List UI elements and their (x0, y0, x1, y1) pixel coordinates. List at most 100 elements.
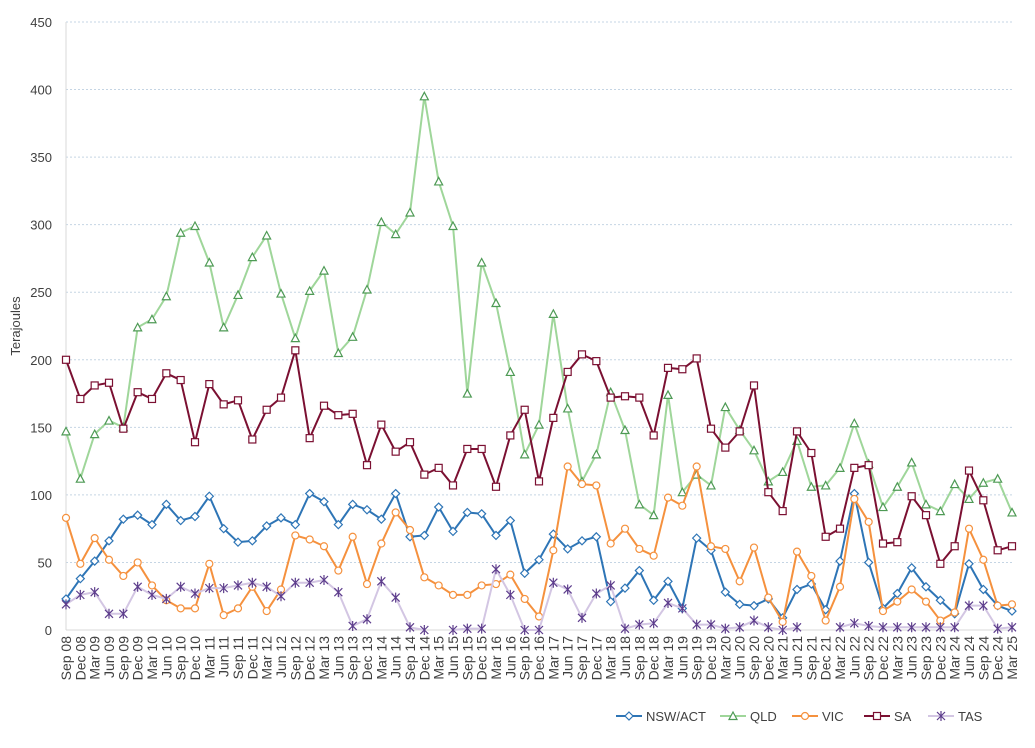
data-point (635, 544, 644, 554)
x-tick-label: Sep 18 (631, 636, 647, 681)
data-point (76, 559, 85, 568)
x-tick-label: Dec 14 (416, 636, 432, 681)
x-tick-label: Mar 13 (316, 636, 332, 680)
y-tick-label: 450 (30, 15, 52, 30)
data-point (936, 559, 945, 568)
data-point (147, 313, 157, 324)
data-point (491, 297, 501, 308)
data-point (348, 532, 357, 541)
data-point (90, 534, 99, 543)
data-point (849, 418, 860, 428)
data-point (893, 538, 902, 547)
data-point (362, 614, 372, 625)
data-point (104, 555, 114, 564)
data-point (978, 600, 988, 611)
data-point (333, 587, 343, 598)
data-point (161, 291, 172, 301)
data-point (907, 492, 916, 501)
x-tick-label: Dec 19 (703, 636, 719, 681)
data-point (262, 606, 271, 616)
data-point (863, 557, 874, 568)
data-point (505, 366, 516, 377)
data-point (592, 481, 601, 490)
data-point (377, 420, 386, 429)
data-point (563, 462, 572, 471)
x-tick-label: Sep 10 (173, 636, 189, 681)
data-point (562, 544, 573, 554)
x-tick-label: Jun 09 (101, 636, 117, 678)
data-point (979, 555, 988, 564)
data-point (620, 524, 630, 533)
x-tick-label: Mar 20 (717, 636, 733, 680)
data-point (391, 592, 401, 603)
data-point (620, 623, 630, 634)
data-point (276, 288, 286, 298)
data-point (190, 604, 200, 613)
x-tick-label: Jun 19 (674, 636, 690, 678)
data-point (205, 379, 214, 389)
data-point (764, 488, 773, 497)
data-point (777, 466, 788, 477)
data-point (405, 207, 415, 217)
data-point (577, 479, 587, 489)
data-point (563, 367, 572, 377)
data-point (821, 616, 830, 625)
data-point (290, 519, 301, 530)
data-point (1007, 606, 1017, 616)
data-point (706, 619, 716, 630)
data-point (190, 220, 200, 231)
x-tick-label: Jun 10 (158, 636, 174, 678)
data-point (620, 424, 630, 435)
data-point (262, 405, 271, 414)
x-tick-label: Jun 11 (216, 636, 232, 677)
x-tick-label: Dec 22 (875, 636, 891, 681)
data-point (420, 470, 429, 479)
data-point (749, 381, 759, 390)
legend-label: TAS (958, 709, 983, 724)
data-point (262, 581, 272, 592)
data-point (75, 573, 86, 584)
data-point (390, 488, 401, 499)
data-point (76, 394, 85, 404)
data-point (433, 176, 444, 186)
y-tick-label: 350 (30, 150, 52, 165)
data-point (549, 413, 558, 422)
data-point (720, 401, 731, 412)
data-point (749, 600, 759, 611)
data-point (563, 584, 573, 595)
data-point (1007, 622, 1017, 633)
data-point (147, 394, 157, 404)
data-point (835, 462, 845, 472)
data-point (893, 597, 902, 606)
data-point (606, 580, 616, 591)
data-point (692, 354, 701, 363)
data-point (420, 573, 429, 582)
data-point (133, 581, 143, 592)
y-axis-label: Terajoules (8, 296, 23, 356)
data-point (1007, 507, 1017, 517)
data-point (204, 583, 214, 594)
legend-item: SA (864, 709, 912, 724)
data-point (391, 508, 400, 517)
x-tick-label: Dec 10 (187, 636, 203, 681)
data-point (807, 571, 816, 581)
x-tick-label: Sep 14 (402, 636, 418, 681)
data-point (419, 530, 430, 541)
x-tick-label: Mar 17 (545, 636, 561, 680)
x-tick-label: Mar 25 (1004, 636, 1020, 680)
data-point (247, 535, 258, 546)
data-point (175, 227, 186, 237)
data-point (89, 556, 100, 566)
data-point (835, 622, 845, 633)
data-point (333, 519, 344, 530)
data-point (548, 577, 558, 588)
data-point (61, 355, 71, 364)
data-point (992, 473, 1003, 483)
data-point (433, 502, 444, 512)
data-point (720, 623, 730, 634)
data-point (562, 403, 573, 413)
data-point (248, 435, 257, 444)
y-tick-label: 0 (45, 623, 52, 638)
data-point (75, 589, 85, 600)
data-point (118, 608, 128, 619)
